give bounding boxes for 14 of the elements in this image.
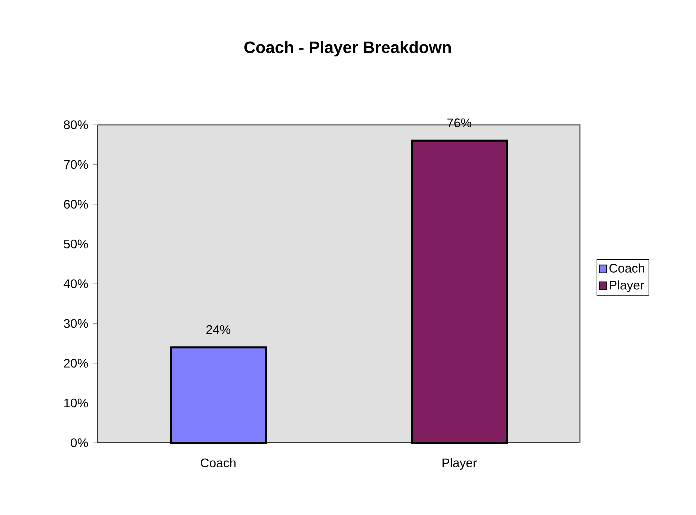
data-label: 24%: [206, 325, 231, 334]
data-label: 76%: [448, 118, 472, 128]
y-tick-label: 40%: [64, 280, 88, 288]
chart-title: Coach - Player Breakdown: [244, 41, 452, 57]
y-tick-label: 10%: [64, 398, 88, 408]
y-tick-label: 60%: [64, 200, 88, 209]
y-tick-label: 70%: [64, 160, 88, 170]
legend-label: Coach: [610, 264, 644, 273]
y-tick-label: 20%: [64, 359, 88, 368]
y-tick-label: 50%: [64, 240, 88, 249]
y-tick-label: 80%: [64, 120, 88, 130]
legend-label: Player: [610, 280, 644, 292]
y-tick-label: 30%: [64, 319, 88, 328]
y-tick-label: 0%: [71, 438, 88, 448]
